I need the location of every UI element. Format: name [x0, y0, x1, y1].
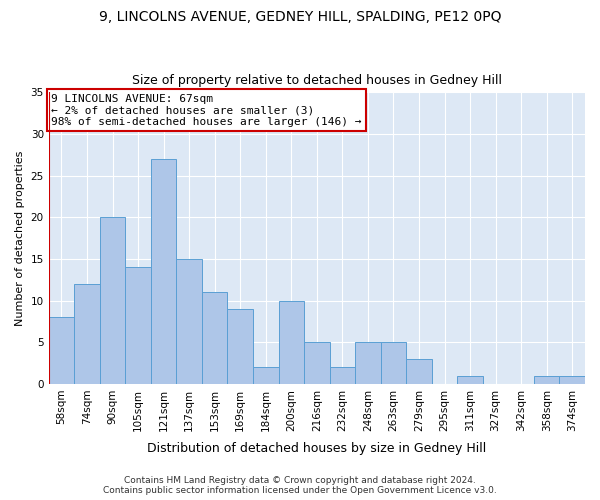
Bar	[176, 259, 202, 384]
Bar	[355, 342, 380, 384]
Bar	[253, 367, 278, 384]
Text: Contains HM Land Registry data © Crown copyright and database right 2024.
Contai: Contains HM Land Registry data © Crown c…	[103, 476, 497, 495]
Bar	[227, 309, 253, 384]
Bar	[74, 284, 100, 384]
Bar	[406, 359, 432, 384]
Title: Size of property relative to detached houses in Gedney Hill: Size of property relative to detached ho…	[132, 74, 502, 87]
Bar	[202, 292, 227, 384]
Bar	[100, 218, 125, 384]
Bar	[278, 300, 304, 384]
Bar	[49, 318, 74, 384]
Bar	[329, 367, 355, 384]
Bar	[380, 342, 406, 384]
Bar	[534, 376, 559, 384]
Bar	[457, 376, 483, 384]
Text: 9 LINCOLNS AVENUE: 67sqm
← 2% of detached houses are smaller (3)
98% of semi-det: 9 LINCOLNS AVENUE: 67sqm ← 2% of detache…	[52, 94, 362, 127]
Bar	[125, 268, 151, 384]
Bar	[151, 159, 176, 384]
Y-axis label: Number of detached properties: Number of detached properties	[15, 150, 25, 326]
Bar	[304, 342, 329, 384]
Text: 9, LINCOLNS AVENUE, GEDNEY HILL, SPALDING, PE12 0PQ: 9, LINCOLNS AVENUE, GEDNEY HILL, SPALDIN…	[99, 10, 501, 24]
Bar	[559, 376, 585, 384]
X-axis label: Distribution of detached houses by size in Gedney Hill: Distribution of detached houses by size …	[147, 442, 487, 455]
